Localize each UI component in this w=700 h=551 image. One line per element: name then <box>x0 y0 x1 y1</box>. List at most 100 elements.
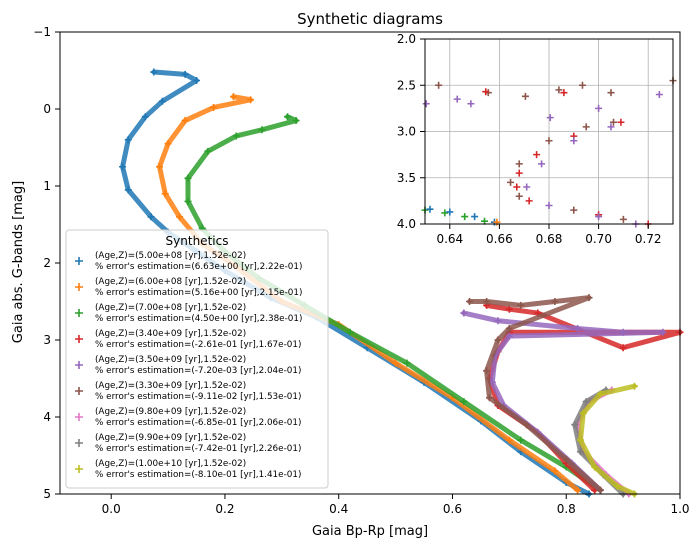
legend-marker <box>75 283 83 291</box>
inset-data-point-marker <box>523 183 531 191</box>
data-point-marker <box>591 463 599 471</box>
inset-data-point-marker <box>570 206 578 214</box>
data-point-marker <box>124 186 132 194</box>
y-axis-label: Gaia abs. G-bands [mag] <box>11 181 26 343</box>
inset-data-point-marker <box>595 213 603 221</box>
inset-data-point-marker <box>426 205 434 213</box>
inset-data-point-marker <box>607 89 615 97</box>
legend-entry-error: % error's estimation=(-7.20e-03 [yr],2.0… <box>95 366 301 376</box>
inset-y-tick-label: 3.0 <box>397 125 416 139</box>
data-point-marker <box>576 448 584 456</box>
inset-data-point-marker <box>471 213 479 221</box>
inset-data-point-marker <box>619 215 627 223</box>
data-point-marker <box>579 409 587 417</box>
data-point-marker <box>571 421 579 429</box>
inset-data-point-marker <box>560 89 568 97</box>
inset-y-tick-label: 3.5 <box>397 171 416 185</box>
inset-data-point-marker <box>538 160 546 168</box>
data-point-marker <box>292 117 300 125</box>
data-point-marker <box>184 174 192 182</box>
data-point-marker <box>392 359 400 367</box>
main-plot-frame <box>59 31 681 495</box>
legend-title: Synthetics <box>166 234 229 248</box>
data-point-marker <box>181 70 189 78</box>
data-point-marker <box>124 136 132 144</box>
legend-marker <box>75 465 83 473</box>
inset-y-tick-label: 4.0 <box>397 217 416 231</box>
data-point-marker <box>466 298 474 305</box>
data-point-marker <box>551 298 559 305</box>
data-point-marker <box>582 398 590 406</box>
inset-data-point-marker <box>578 81 586 89</box>
data-point-marker <box>483 298 491 305</box>
data-point-marker <box>210 103 218 111</box>
inset-data-point-marker <box>655 91 663 98</box>
legend-entry-error: % error's estimation=(-2.61e-01 [yr],1.6… <box>95 340 301 350</box>
data-point-marker <box>158 97 166 105</box>
data-point-marker <box>494 317 502 325</box>
inset-data-point-marker <box>533 151 541 159</box>
inset-data-point-marker <box>607 123 615 131</box>
inset-data-point-marker <box>435 81 443 89</box>
data-point-marker <box>483 367 491 375</box>
legend-marker <box>75 257 83 265</box>
data-point-marker <box>630 382 638 390</box>
inset-y-tick-label: 2.5 <box>397 78 416 92</box>
x-tick-label: 1.0 <box>670 502 689 516</box>
data-point-marker <box>619 344 627 352</box>
data-point-marker <box>284 113 292 121</box>
inset-data-point-marker <box>515 160 523 168</box>
inset-data-point-marker <box>453 95 461 103</box>
x-tick-label: 0.0 <box>102 502 121 516</box>
inset-data-point-marker <box>446 208 454 216</box>
legend-entry-error: % error's estimation=(4.50e+00 [yr],2.38… <box>95 314 302 324</box>
inset-data-point-marker <box>513 183 521 191</box>
data-point-marker <box>403 359 411 367</box>
legend-entry-label: (Age,Z)=(3.40e+09 [yr],1.52e-02) <box>95 329 246 339</box>
data-point-marker <box>156 163 164 171</box>
data-point-marker <box>204 147 212 155</box>
y-tick-label: 3 <box>43 333 51 347</box>
inset-data-point-marker <box>521 92 529 100</box>
data-point-marker <box>258 126 266 134</box>
chart-title: Synthetic diagrams <box>297 10 443 28</box>
data-point-marker <box>141 113 149 121</box>
data-point-marker <box>181 117 189 125</box>
legend-entry-label: (Age,Z)=(6.00e+08 [yr],1.52e-02) <box>95 277 246 287</box>
data-point-marker <box>346 328 354 336</box>
data-point-marker <box>184 197 192 205</box>
y-tick-label: 1 <box>43 179 51 193</box>
inset-data-point-marker <box>482 88 490 96</box>
data-point-marker <box>585 294 593 302</box>
legend-entry-label: (Age,Z)=(1.00e+10 [yr],1.52e-02) <box>95 459 246 469</box>
data-point-marker <box>494 336 502 344</box>
legend-marker <box>75 387 83 395</box>
inset-data-point-marker <box>545 202 553 209</box>
data-point-marker <box>659 328 667 336</box>
y-tick-label: 0 <box>43 102 51 116</box>
data-point-marker <box>505 324 513 332</box>
inset-x-tick-label: 0.72 <box>635 232 662 246</box>
y-tick-label: −1 <box>33 25 51 39</box>
data-point-marker <box>505 332 513 340</box>
data-point-marker <box>485 394 493 402</box>
inset-data-point-marker <box>617 118 625 126</box>
inset-data-point-marker <box>545 137 553 145</box>
legend-entry-error: % error's estimation=(-9.11e-02 [yr],1.5… <box>95 392 301 402</box>
x-tick-label: 0.8 <box>557 502 576 516</box>
inset-x-tick-label: 0.68 <box>536 232 563 246</box>
legend-entry-label: (Age,Z)=(5.00e+08 [yr],1.52e-02) <box>95 251 246 261</box>
data-point-marker <box>574 486 582 494</box>
y-tick-label: 2 <box>43 256 51 270</box>
data-point-marker <box>164 140 172 148</box>
data-point-marker <box>596 390 604 398</box>
legend-entry-error: % error's estimation=(-8.10e-01 [yr],1.4… <box>95 470 301 480</box>
legend-entry-error: % error's estimation=(5.16e+00 [yr],2.15… <box>95 288 302 298</box>
inset-data-point-marker <box>582 123 590 131</box>
inset-data-point-marker <box>525 197 533 205</box>
inset-chart: 0.64 0.66 0.68 0.70 0.72 2.0 2.5 3.0 3.5 4.0 <box>397 32 677 246</box>
data-point-marker <box>232 132 240 140</box>
legend-entry-error: % error's estimation=(6.63e+00 [yr],2.22… <box>95 262 302 272</box>
legend-entry-label: (Age,Z)=(9.90e+09 [yr],1.52e-02) <box>95 433 246 443</box>
